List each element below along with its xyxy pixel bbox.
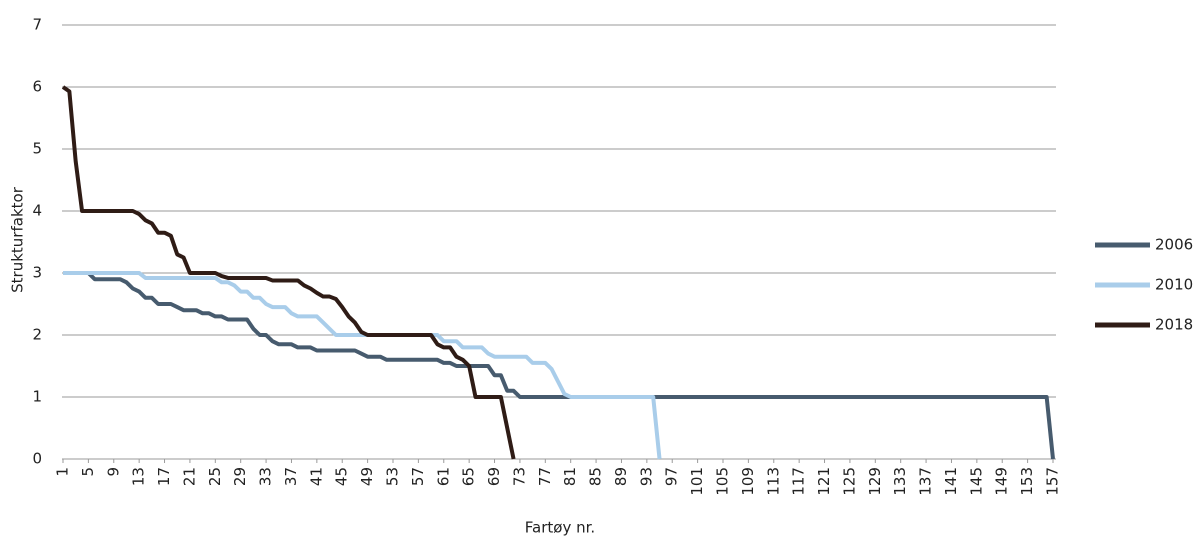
x-tick-label: 1: [54, 467, 72, 477]
x-tick-label: 101: [688, 467, 706, 496]
x-tick-label: 121: [815, 467, 833, 496]
x-tick-label: 65: [460, 467, 478, 486]
legend-label: 2010: [1155, 276, 1193, 294]
x-tick-label: 125: [840, 467, 858, 496]
x-tick-label: 57: [409, 467, 427, 486]
x-tick-label: 25: [206, 467, 224, 486]
y-tick-label: 7: [32, 16, 42, 34]
y-tick-label: 0: [32, 450, 42, 468]
x-tick-label: 129: [866, 467, 884, 496]
x-tick-label: 133: [891, 467, 909, 496]
x-tick-label: 85: [587, 467, 605, 486]
x-tick-label: 157: [1044, 467, 1062, 496]
y-axis-label: Strukturfaktor: [9, 186, 27, 293]
x-tick-label: 29: [231, 467, 249, 486]
x-tick-label: 109: [739, 467, 757, 496]
x-tick-label: 17: [155, 467, 173, 486]
x-tick-label: 77: [536, 467, 554, 486]
x-tick-label: 37: [282, 467, 300, 486]
y-tick-label: 5: [32, 140, 42, 158]
x-tick-label: 97: [663, 467, 681, 486]
x-tick-label: 153: [1018, 467, 1036, 496]
x-tick-label: 149: [993, 467, 1011, 496]
data-line: [61, 85, 516, 460]
x-tick-label: 13: [130, 467, 148, 486]
y-tick-label: 2: [32, 326, 42, 344]
x-tick-label: 105: [714, 467, 732, 496]
x-tick-label: 81: [561, 467, 579, 486]
data-line: [63, 271, 1055, 460]
legend-label: 2006: [1155, 236, 1193, 254]
x-tick-label: 93: [637, 467, 655, 486]
x-tick-label: 73: [510, 467, 528, 486]
x-tick-label: 53: [384, 467, 402, 486]
y-tick-label: 3: [32, 264, 42, 282]
x-tick-label: 69: [485, 467, 503, 486]
x-tick-label: 41: [307, 467, 325, 486]
x-tick-label: 117: [790, 467, 808, 496]
legend-label: 2018: [1155, 316, 1193, 334]
x-tick-label: 137: [917, 467, 935, 496]
x-tick-label: 9: [104, 467, 122, 477]
x-tick-label: 45: [333, 467, 351, 486]
y-tick-label: 6: [32, 78, 42, 96]
x-tick-label: 49: [358, 467, 376, 486]
x-tick-label: 145: [967, 467, 985, 496]
y-tick-label: 4: [32, 202, 42, 220]
x-tick-label: 5: [79, 467, 97, 477]
x-axis-label: Fartøy nr.: [525, 519, 595, 537]
x-tick-label: 141: [942, 467, 960, 496]
x-tick-label: 113: [764, 467, 782, 496]
x-tick-label: 21: [180, 467, 198, 486]
x-tick-label: 33: [257, 467, 275, 486]
x-tick-label: 89: [612, 467, 630, 486]
y-tick-label: 1: [32, 388, 42, 406]
x-tick-label: 61: [434, 467, 452, 486]
data-line: [63, 271, 662, 460]
